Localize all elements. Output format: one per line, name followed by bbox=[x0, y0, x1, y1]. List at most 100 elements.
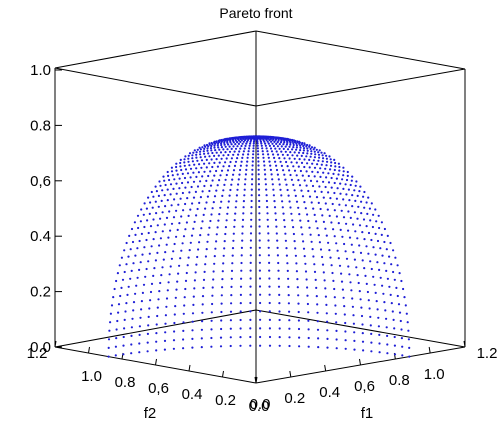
data-point bbox=[159, 237, 162, 240]
data-point bbox=[340, 280, 344, 283]
data-point bbox=[339, 192, 342, 195]
data-point bbox=[213, 255, 216, 258]
data-point bbox=[345, 193, 348, 196]
data-point bbox=[317, 337, 320, 340]
data-point bbox=[335, 215, 338, 218]
data-point bbox=[373, 283, 376, 286]
data-point bbox=[360, 212, 363, 215]
data-point bbox=[209, 219, 212, 223]
data-point bbox=[134, 254, 137, 257]
data-point bbox=[364, 274, 367, 277]
data-point bbox=[305, 170, 308, 173]
data-point bbox=[125, 241, 128, 245]
tick-mark bbox=[188, 364, 191, 372]
data-point bbox=[367, 231, 371, 235]
data-point bbox=[182, 321, 185, 324]
data-point bbox=[239, 318, 242, 322]
data-point bbox=[150, 190, 153, 194]
data-point bbox=[278, 157, 281, 160]
data-point bbox=[130, 343, 133, 346]
data-point bbox=[240, 261, 243, 265]
data-point bbox=[220, 138, 223, 142]
data-point bbox=[223, 183, 226, 186]
data-point bbox=[147, 231, 150, 235]
data-point bbox=[179, 165, 182, 168]
data-point bbox=[151, 206, 154, 209]
data-point bbox=[352, 314, 355, 317]
data-point bbox=[365, 201, 368, 204]
data-point bbox=[183, 304, 186, 307]
data-point bbox=[199, 180, 202, 183]
data-point bbox=[191, 329, 194, 332]
data-point bbox=[259, 327, 262, 330]
data-point bbox=[327, 191, 330, 194]
data-point bbox=[284, 232, 287, 235]
data-point bbox=[265, 188, 268, 191]
data-point bbox=[184, 287, 187, 291]
data-point bbox=[188, 249, 191, 252]
data-point bbox=[272, 144, 275, 148]
data-point bbox=[256, 142, 259, 145]
data-point bbox=[274, 139, 277, 142]
data-point bbox=[335, 347, 338, 350]
data-point bbox=[356, 237, 359, 240]
data-point bbox=[305, 184, 308, 187]
data-point bbox=[275, 225, 278, 228]
data-point bbox=[252, 140, 256, 143]
data-point bbox=[200, 166, 203, 169]
data-point bbox=[285, 183, 288, 186]
data-point bbox=[341, 288, 344, 291]
data-point bbox=[274, 160, 277, 163]
data-point bbox=[229, 188, 232, 192]
data-point bbox=[347, 265, 350, 268]
data-point bbox=[123, 270, 126, 274]
data-point bbox=[134, 292, 137, 295]
data-point bbox=[220, 143, 223, 147]
data-point bbox=[303, 158, 306, 161]
data-point bbox=[195, 153, 198, 156]
data-point bbox=[335, 338, 338, 341]
data-point bbox=[169, 183, 173, 186]
data-point bbox=[143, 225, 146, 229]
data-point bbox=[141, 291, 144, 294]
data-point bbox=[383, 227, 386, 231]
data-point bbox=[242, 150, 245, 153]
data-point bbox=[245, 168, 248, 171]
data-point bbox=[333, 287, 336, 291]
data-point bbox=[211, 151, 214, 155]
data-point bbox=[297, 179, 300, 182]
data-point bbox=[130, 227, 134, 231]
data-point bbox=[232, 232, 235, 235]
data-point bbox=[306, 286, 309, 289]
data-point bbox=[175, 162, 178, 165]
data-point bbox=[404, 304, 407, 307]
data-point bbox=[213, 195, 217, 198]
data-point bbox=[250, 199, 253, 203]
data-point bbox=[256, 144, 259, 147]
data-point bbox=[277, 269, 280, 272]
data-point bbox=[295, 146, 298, 149]
data-point bbox=[176, 228, 179, 231]
data-point bbox=[228, 165, 231, 168]
data-point bbox=[326, 346, 329, 349]
data-point bbox=[275, 150, 278, 153]
data-point bbox=[164, 331, 167, 334]
data-point bbox=[402, 287, 405, 291]
data-point bbox=[148, 252, 151, 255]
data-point bbox=[338, 264, 342, 267]
data-point bbox=[136, 214, 140, 217]
data-point bbox=[200, 337, 203, 340]
data-point bbox=[175, 165, 178, 169]
data-point bbox=[146, 332, 149, 335]
data-point bbox=[363, 190, 366, 194]
data-point bbox=[172, 187, 175, 190]
data-point bbox=[274, 212, 277, 215]
data-point bbox=[351, 194, 354, 197]
data-point bbox=[221, 270, 224, 273]
data-point bbox=[297, 151, 301, 154]
data-point bbox=[302, 144, 305, 148]
data-point bbox=[282, 143, 285, 146]
data-point bbox=[258, 218, 261, 221]
data-point bbox=[138, 239, 141, 243]
data-point bbox=[303, 165, 306, 169]
